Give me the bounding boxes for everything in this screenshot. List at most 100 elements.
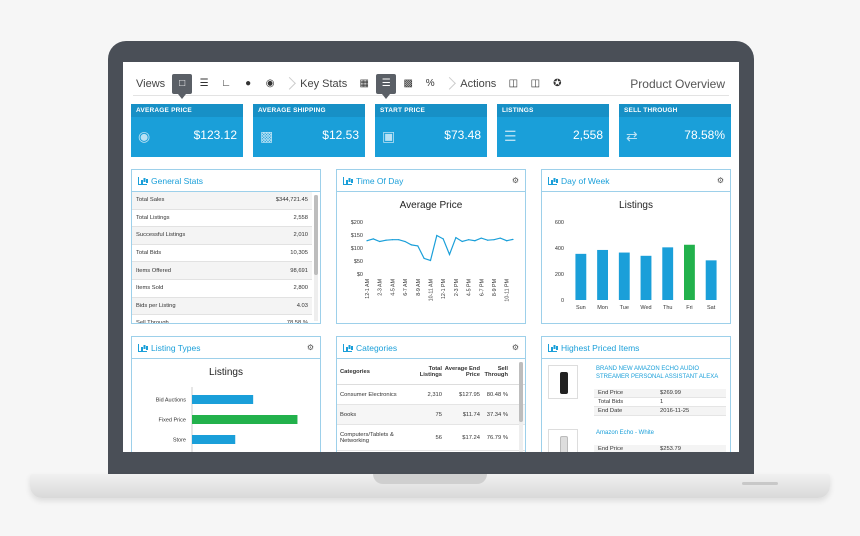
views-label: Views (136, 77, 166, 90)
gear-icon[interactable]: ⚙ (716, 176, 724, 185)
bar-tue (618, 252, 630, 300)
bar-store (192, 435, 236, 444)
table-row[interactable]: Books 75 $11.74 37.34 % (337, 405, 525, 425)
scrollbar-thumb[interactable] (314, 195, 318, 275)
panel-header: Categories ⚙ (337, 337, 525, 359)
user-view-icon[interactable]: ● (245, 78, 252, 89)
table-row: Bids per Listing 4.03 (132, 297, 312, 316)
data-point (379, 240, 381, 243)
col-sell: Sell Through (484, 365, 508, 378)
item-title-link[interactable]: Amazon Echo - White (596, 430, 655, 436)
gear-icon[interactable]: ⚙ (511, 343, 519, 352)
x-tick-label: Thu (663, 305, 672, 311)
stat-value: 4.03 (296, 302, 308, 309)
table-icon[interactable]: ▦ (359, 78, 369, 89)
pdf-export-icon[interactable]: ◫ (530, 78, 541, 89)
tiles-icon[interactable]: ☰ (376, 73, 397, 99)
detail-row: Total Bids 1 (594, 398, 726, 407)
x-tick-label: 4-5 AM (390, 279, 396, 296)
stat-value: 10,305 (290, 250, 308, 257)
data-point (404, 240, 406, 243)
bar-sun (575, 253, 587, 300)
table-row: Successful Listings 2,010 (132, 227, 312, 245)
data-point (417, 245, 419, 247)
gear-icon[interactable]: ⚙ (306, 343, 314, 352)
x-tick-label: 12-1 PM (441, 279, 447, 299)
panel-title: General Stats (151, 175, 203, 186)
stat-label: Total Listings (136, 214, 170, 221)
page-title: Product Overview (630, 76, 725, 91)
dashboard-screen: Views □ ☰ ∟ ● ◉ Key Stats ▦ ☰ ▩ % Action… (123, 62, 739, 452)
tile-value: $123.12 (193, 128, 237, 142)
y-tick-label: 600 (555, 220, 564, 226)
listing-types-panel: Listing Types ⚙ Listings Bid Auctions Fix… (131, 336, 321, 452)
x-tick-label: Fri (686, 305, 692, 311)
data-point (410, 244, 413, 246)
col-avg: Average End Price (444, 365, 480, 378)
categories-body: Consumer Electronics 2,310 $127.95 80.48… (337, 385, 525, 451)
cell-sell: 37.34 % (486, 411, 508, 418)
stat-value: 98,691 (290, 267, 308, 274)
list-item[interactable]: Amazon Echo - White End Price $253.79 (548, 429, 726, 452)
time-of-day-chart: $200 $150 $100 $50 $012-1 AM 2-3 AM 4-5 AM 6-7 … (351, 220, 514, 302)
stat-value: 2,800 (293, 285, 308, 292)
stat-value: 2,558 (293, 214, 308, 221)
dashboard-view-icon[interactable]: □ (172, 73, 193, 99)
x-tick-label: 2-3 AM (378, 279, 384, 296)
tile-value: 2,558 (572, 128, 603, 142)
detail-label: End Price (598, 390, 624, 396)
bar-mon (597, 249, 608, 300)
table-row: Total Bids 10,305 (132, 245, 312, 263)
x-tick-label: 6-7 PM (479, 279, 485, 296)
data-point (372, 238, 374, 240)
detail-value: 1 (660, 399, 664, 405)
tile-average-price: AVERAGE PRICE ◉ $123.12 (131, 104, 243, 157)
detail-row: End Date 2016-11-25 (594, 407, 726, 416)
table-row[interactable]: Consumer Electronics 2,310 $127.95 80.48… (337, 385, 525, 405)
tile-listings: LISTINGS ☰ 2,558 (497, 104, 609, 157)
list-icon: ☰ (504, 128, 517, 144)
cell-total: 2,310 (427, 391, 442, 398)
stat-value: 2,010 (293, 232, 308, 239)
gear-icon[interactable]: ⚙ (511, 176, 519, 185)
listing-types-chart: Bid Auctions Fixed Price Store (156, 387, 298, 452)
y-tick-label: $100 (351, 246, 363, 252)
bar-chart-icon[interactable]: ▩ (403, 78, 413, 89)
tile-value: $73.48 (444, 128, 481, 142)
table-row[interactable]: Computers/Tablets & Networking 56 $17.24… (337, 425, 525, 451)
time-of-day-panel: Time Of Day ⚙ Average Price $200 $150 $100… (336, 169, 526, 324)
tile-average-shipping: AVERAGE SHIPPING ▩ $12.53 (253, 104, 365, 157)
chart-view-icon[interactable]: ∟ (221, 78, 232, 89)
toolbar: Views □ ☰ ∟ ● ◉ Key Stats ▦ ☰ ▩ % Action… (133, 72, 729, 99)
percent-icon[interactable]: % (425, 78, 435, 89)
laptop-slot (742, 482, 778, 485)
y-tick-label: $150 (351, 233, 363, 239)
list-view-icon[interactable]: ☰ (199, 78, 209, 89)
data-point (461, 240, 463, 243)
x-tick-label: 10-11 AM (428, 279, 434, 301)
data-point (436, 234, 438, 237)
excel-export-icon[interactable]: ◫ (508, 78, 519, 89)
data-point (499, 237, 501, 239)
globe-view-icon[interactable]: ◉ (265, 78, 275, 89)
item-details: End Price $269.99 Total Bids 1 End Date 201… (594, 389, 726, 416)
x-tick-label: 8-9 PM (492, 279, 498, 296)
pin-icon[interactable]: ✪ (553, 78, 562, 89)
tile-start-price: START PRICE ▣ $73.48 (375, 104, 487, 157)
item-details: End Price $253.79 (594, 445, 726, 452)
list-item[interactable]: BRAND NEW AMAZON ECHO AUDIO STREAMER PER… (548, 365, 726, 423)
chart-title: Listings (619, 200, 653, 211)
bar-fri (684, 244, 695, 300)
tile-label: LISTINGS (497, 104, 609, 117)
detail-label: End Date (598, 408, 623, 414)
scrollbar-thumb[interactable] (519, 362, 523, 422)
x-tick-label: 2-3 PM (454, 279, 460, 296)
item-title-link[interactable]: BRAND NEW AMAZON ECHO AUDIO STREAMER PER… (596, 366, 719, 380)
detail-label: Total Bids (598, 399, 624, 405)
cell-category: Consumer Electronics (340, 391, 397, 398)
data-point (423, 257, 425, 259)
cell-avg: $17.24 (462, 434, 480, 441)
table-row: Sell Through 78.58 % (132, 315, 312, 323)
cell-avg: $127.95 (459, 391, 480, 398)
toolbar-separator (285, 72, 293, 96)
